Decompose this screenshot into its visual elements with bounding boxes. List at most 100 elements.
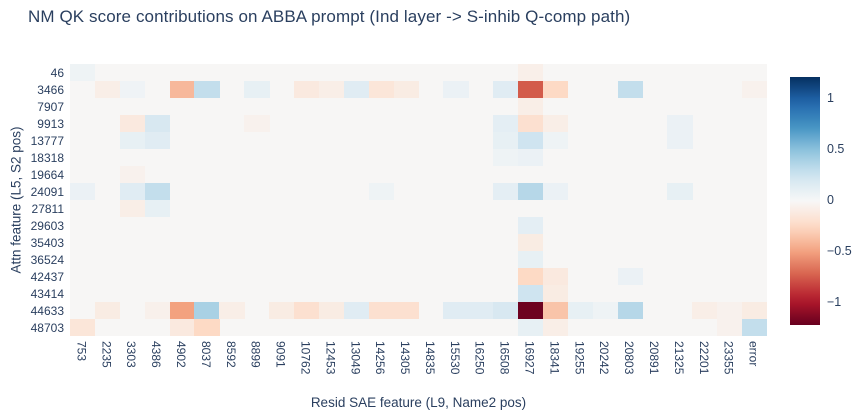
x-tick-label: 16250 [472, 341, 487, 375]
heatmap-cell [194, 81, 220, 98]
heatmap-cell [518, 149, 544, 166]
heatmap-cell [468, 302, 494, 319]
heatmap-cell [518, 64, 544, 81]
heatmap-cell [219, 302, 245, 319]
heatmap-cell [70, 319, 96, 336]
heatmap-cell [144, 132, 171, 149]
heatmap-cell [592, 302, 619, 319]
heatmap-cell [169, 319, 195, 336]
colorbar-tick-label: 1 [827, 91, 834, 106]
x-tick-label: 3303 [124, 341, 139, 368]
y-tick-label: 35403 [30, 235, 64, 250]
heatmap-plot-area[interactable] [70, 64, 768, 336]
x-tick-label: 2235 [99, 341, 114, 368]
heatmap-cell [542, 302, 569, 319]
heatmap-cell [119, 132, 146, 149]
heatmap-cell [94, 81, 121, 98]
heatmap-cell [70, 183, 96, 200]
heatmap-cell [518, 132, 544, 149]
heatmap-cell [617, 81, 644, 98]
x-tick-label: 19255 [572, 341, 587, 375]
heatmap-cell [169, 302, 195, 319]
heatmap-cell [542, 285, 569, 302]
heatmap-cell [318, 302, 345, 319]
heatmap-cell [119, 200, 146, 217]
heatmap-cell [269, 302, 295, 319]
heatmap-cell [119, 81, 146, 98]
colorbar-tick-label: 0 [827, 193, 834, 207]
heatmap-cell [144, 200, 171, 217]
heatmap-cell [244, 81, 270, 98]
x-tick-label: 20242 [597, 341, 612, 375]
y-tick-label: 44633 [30, 303, 64, 318]
y-tick-label: 13777 [30, 133, 64, 148]
x-tick-label: 23355 [721, 341, 736, 375]
x-tick-label: 4902 [174, 341, 189, 368]
heatmap-cell [518, 81, 544, 98]
heatmap-cell [518, 285, 544, 302]
x-tick-label: 18341 [547, 341, 562, 375]
heatmap-cell [318, 81, 345, 98]
x-tick-label: 16927 [522, 341, 537, 375]
heatmap-cell [667, 183, 693, 200]
heatmap-cell [443, 81, 469, 98]
y-axis-title: Attn feature (L5, S2 pos) [8, 126, 24, 274]
heatmap-cell [542, 81, 569, 98]
x-axis-title: Resid SAE feature (L9, Name2 pos) [310, 395, 527, 410]
heatmap-cell [518, 183, 544, 200]
heatmap-cell [343, 81, 370, 98]
heatmap-cell [667, 132, 693, 149]
colorbar [790, 77, 820, 325]
x-tick-label: 14305 [398, 341, 413, 375]
heatmap-cell [518, 319, 544, 336]
x-tick-label: 4386 [149, 341, 164, 368]
heatmap-cell [169, 81, 195, 98]
x-tick-label: 10762 [298, 341, 313, 375]
heatmap-cell [244, 115, 270, 132]
heatmap-cell [119, 115, 146, 132]
heatmap-cell [542, 268, 569, 285]
colorbar-gradient [790, 77, 820, 325]
x-tick-label: 14835 [422, 341, 437, 375]
x-tick-label: 8592 [223, 341, 238, 368]
heatmap-cell [493, 115, 519, 132]
y-tick-label: 36524 [30, 252, 64, 267]
heatmap-cell [518, 98, 544, 115]
y-tick-label: 46 [50, 65, 64, 80]
y-tick-label: 19664 [30, 167, 64, 182]
heatmap-cell [518, 217, 544, 234]
y-tick-label: 48703 [30, 320, 64, 335]
y-tick-label: 7907 [37, 99, 64, 114]
heatmap-cell [617, 302, 644, 319]
colorbar-tick-label: 0.5 [827, 142, 845, 157]
x-tick-label: 13049 [348, 341, 363, 375]
heatmap-cell [667, 115, 693, 132]
heatmap-cell [70, 64, 96, 81]
heatmap-cell [393, 81, 419, 98]
heatmap-cell [518, 115, 544, 132]
x-tick-label: 8899 [248, 341, 263, 368]
heatmap-cell [144, 115, 171, 132]
heatmap-cell [493, 81, 519, 98]
heatmap-cell [717, 302, 743, 319]
heatmap-cell [94, 302, 121, 319]
heatmap-cell [518, 251, 544, 268]
y-tick-label: 43414 [30, 286, 64, 301]
heatmap-cell [368, 81, 395, 98]
x-tick-label: 15530 [447, 341, 462, 375]
heatmap-cell [617, 268, 644, 285]
heatmap-cell [518, 268, 544, 285]
heatmap-cell [542, 115, 569, 132]
heatmap-cell [443, 302, 469, 319]
heatmap-cell [493, 132, 519, 149]
heatmap-cell [692, 302, 718, 319]
y-tick-label: 27811 [31, 201, 64, 216]
heatmap-cell [542, 319, 569, 336]
y-tick-label: 3466 [37, 82, 64, 97]
heatmap-cell [742, 81, 768, 98]
chart-title: NM QK score contributions on ABBA prompt… [28, 7, 631, 26]
x-tick-label: 20803 [622, 341, 637, 375]
heatmap-cell [294, 302, 320, 319]
x-tick-label: 753 [74, 341, 89, 362]
